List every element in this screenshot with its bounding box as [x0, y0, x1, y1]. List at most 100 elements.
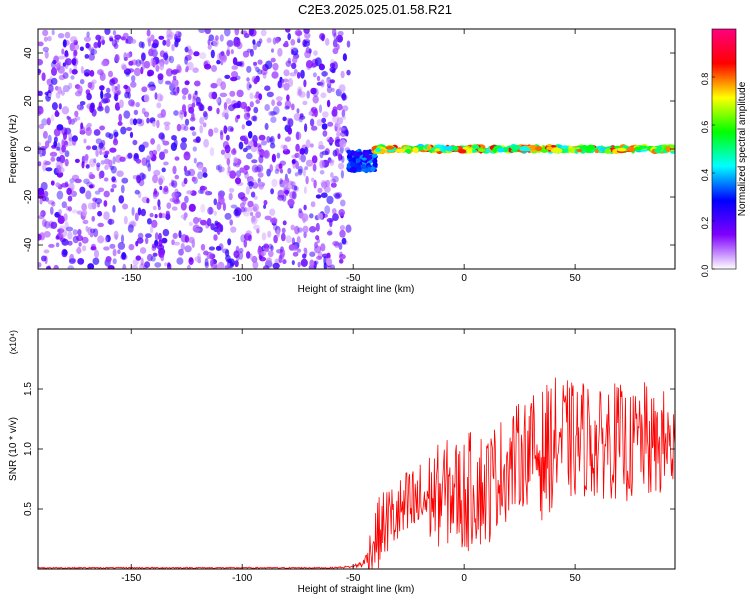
- spectrogram-cell: [151, 219, 158, 228]
- spectrogram-cell: [220, 50, 225, 57]
- spectrogram-cell: [193, 157, 197, 164]
- spectrogram-cell: [149, 212, 154, 218]
- spectrogram-cell: [303, 168, 306, 177]
- spectrogram-cell: [524, 148, 531, 152]
- spectrogram-cell: [125, 38, 129, 44]
- spectrogram-cell: [184, 46, 189, 53]
- spectrogram-cell: [315, 194, 322, 199]
- spectrogram-cell: [157, 244, 165, 251]
- spectrogram-cell: [405, 149, 412, 154]
- spectrogram-cell: [172, 165, 177, 175]
- spectrogram-cell: [117, 249, 121, 255]
- spectrogram-cell: [249, 101, 254, 108]
- spectrogram-cell: [50, 77, 58, 85]
- spectrogram-cell: [213, 234, 218, 241]
- spectrogram-cell: [56, 190, 64, 200]
- spectrogram-cell: [82, 209, 88, 217]
- spectrogram-cell: [346, 69, 351, 76]
- spectrogram-cell: [295, 143, 300, 152]
- spectrogram-cell: [140, 208, 146, 217]
- spectrogram-cell: [281, 180, 289, 189]
- spectrogram-cell: [322, 130, 328, 137]
- spectrogram-cell: [198, 189, 204, 195]
- spectrogram-cell: [46, 266, 51, 269]
- spectrogram-cell: [104, 29, 111, 35]
- spectrogram-cell: [229, 90, 236, 97]
- spectrogram-cell: [207, 206, 214, 215]
- spectrogram-cell: [157, 73, 164, 81]
- spectrogram-cell: [510, 144, 521, 150]
- spectrogram-cell: [71, 57, 79, 67]
- spectrogram-cell: [311, 106, 318, 114]
- spectrogram-cell: [58, 55, 65, 60]
- spectrogram-cell: [270, 188, 274, 195]
- spectrogram-cell: [266, 136, 271, 143]
- spectrogram-cell: [230, 204, 238, 209]
- spectrogram-cell: [258, 134, 266, 141]
- spectrogram-cell: [340, 70, 345, 79]
- spectrogram-cell: [97, 235, 105, 244]
- spectrogram-cell: [92, 257, 100, 265]
- spectrogram-cell: [221, 54, 228, 63]
- spectrogram-cell: [60, 90, 65, 96]
- spectrogram-cell: [332, 39, 338, 48]
- spectrogram-cell: [62, 39, 67, 48]
- spectrogram-cell: [39, 212, 44, 218]
- spectrogram-cell: [166, 202, 172, 209]
- spectrogram-cell: [226, 258, 233, 264]
- spectrogram-cell: [118, 195, 125, 204]
- spectrogram-cell: [217, 261, 225, 269]
- spectrogram-cell: [158, 35, 165, 40]
- spectrogram-cell: [163, 121, 171, 126]
- spectrogram-cell: [200, 219, 207, 226]
- spectrogram-cell: [367, 155, 373, 160]
- spectrogram-cell: [160, 109, 166, 118]
- spectrogram-cell: [319, 159, 325, 169]
- spectrogram-cell: [304, 32, 311, 39]
- spectrogram-cell: [132, 139, 138, 146]
- spectrogram-cell: [100, 90, 104, 100]
- spectrogram-cell: [128, 99, 135, 107]
- spectrogram-cell: [219, 92, 228, 98]
- spectrogram-cell: [227, 238, 232, 246]
- spectrogram-cell: [241, 124, 245, 130]
- spectrogram-cell: [311, 155, 318, 164]
- spectrogram-cell: [208, 246, 215, 251]
- spectrogram-cell: [264, 85, 271, 91]
- spectrogram-cell: [226, 158, 231, 166]
- spectrogram-cell: [149, 151, 153, 159]
- spectrogram-cell: [197, 164, 204, 171]
- spectrogram-cell: [255, 211, 261, 219]
- spectrogram-cell: [270, 245, 274, 251]
- spectrogram-cell: [64, 31, 71, 39]
- snr-y-axis: 0.5 1.0 1.5: [23, 382, 675, 516]
- spectrogram-cell: [345, 224, 352, 233]
- spectrogram-cell: [50, 156, 56, 162]
- spectrogram-cell: [260, 69, 268, 76]
- spectrogram-cell: [49, 151, 58, 157]
- spectrogram-cell: [130, 81, 137, 88]
- spectrogram-cell: [141, 61, 146, 71]
- spectrogram-cell: [50, 221, 58, 229]
- spectrogram-cell: [294, 29, 302, 36]
- spectrogram-cell: [240, 30, 248, 35]
- spectrogram-cell: [309, 251, 316, 257]
- spectrogram-cell: [129, 131, 134, 138]
- spectrogram-cell: [64, 58, 72, 66]
- spectrogram-cell: [211, 261, 218, 269]
- spectrogram-cell: [141, 52, 146, 61]
- spectrogram-cell: [103, 200, 108, 207]
- spectrogram-cell: [213, 210, 217, 216]
- spectrogram-cell: [83, 178, 90, 185]
- spectrogram-cell: [300, 258, 308, 267]
- spectrogram-cell: [165, 39, 171, 47]
- spectrogram-cell: [338, 162, 345, 170]
- spectrogram-cell: [324, 205, 331, 215]
- spectrogram-cell: [97, 222, 104, 228]
- spectrogram-cell: [123, 84, 129, 90]
- spectrogram-cell: [215, 35, 219, 41]
- colorbar-tick-label: 0.0: [700, 265, 710, 278]
- spectrogram-cell: [252, 203, 259, 212]
- spectrogram-cell: [302, 225, 309, 234]
- spectrogram-cell: [336, 34, 344, 43]
